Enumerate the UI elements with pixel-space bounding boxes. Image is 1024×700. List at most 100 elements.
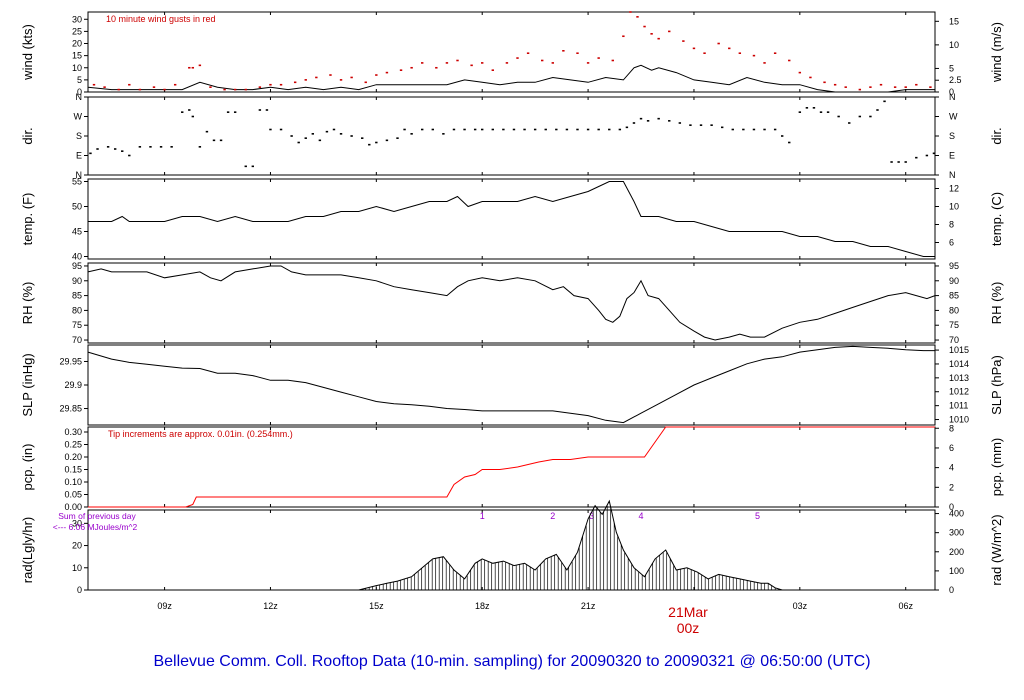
rad-marker: 4	[639, 511, 644, 521]
rad-ytick-label: 30	[72, 518, 82, 528]
x-tick-label: 12z	[263, 601, 278, 611]
dir-ytick-label: S	[76, 131, 82, 141]
x-tick-label: 03z	[793, 601, 808, 611]
temp-ylabel-right: temp. (C)	[989, 192, 1004, 246]
rad-ytick-label: 20	[72, 541, 82, 551]
wind-ytick-label: 10	[72, 63, 82, 73]
rh-frame	[87, 262, 936, 344]
temp-series-line	[88, 181, 935, 257]
wind-right-tick-label: 0	[949, 87, 954, 97]
x-axis: 09z 12z 15z 18z 21z 03z 06z	[157, 601, 913, 611]
slp-panel: 29.85 29.9 29.95 1010 1011 1012 1013 1014 1015 SL…	[20, 344, 1004, 426]
pcp-ytick-label: 0.15	[64, 465, 82, 475]
rh-right-tick-label: 85	[949, 291, 959, 301]
slp-ylabel: SLP (inHg)	[20, 353, 35, 416]
slp-ytick-label: 29.9	[64, 380, 82, 390]
temp-right-tick-label: 6	[949, 238, 954, 248]
dir-ytick-label: W	[74, 112, 83, 122]
rh-series-line	[87, 265, 936, 341]
pcp-right-tick-label: 8	[949, 423, 954, 433]
pcp-ytick-label: 0.20	[64, 452, 82, 462]
slp-series-line	[87, 345, 935, 424]
x-tick-label: 09z	[157, 601, 172, 611]
rad-right-tick-label: 200	[949, 547, 964, 557]
rh-ylabel-right: RH (%)	[989, 282, 1004, 325]
pcp-ytick-label: 0.30	[64, 427, 82, 437]
x-tick-label: 21z	[581, 601, 596, 611]
pcp-right-tick-label: 0	[949, 502, 954, 512]
rad-marker: 2	[550, 511, 555, 521]
rad-marker: 1	[480, 511, 485, 521]
rh-right-tick-label: 95	[949, 261, 959, 271]
x-tick-label: 06z	[898, 601, 913, 611]
figure-title: Bellevue Comm. Coll. Rooftop Data (10-mi…	[153, 653, 870, 670]
pcp-right-tick-label: 4	[949, 463, 954, 473]
dir-ylabel: dir.	[20, 127, 35, 144]
date-sub-label: 00z	[677, 620, 700, 636]
slp-ylabel-right: SLP (hPa)	[989, 355, 1004, 415]
rh-right-tick-label: 90	[949, 276, 959, 286]
pcp-right-tick-label: 6	[949, 443, 954, 453]
temp-right-tick-label: 10	[949, 202, 959, 212]
pcp-right-tick-label: 2	[949, 482, 954, 492]
wind-right-tick-label: 2.5	[949, 75, 962, 85]
temp-ytick-label: 50	[72, 202, 82, 212]
rh-ytick-label: 75	[72, 320, 82, 330]
dir-right-tick-label: E	[949, 151, 955, 161]
rh-ylabel: RH (%)	[20, 282, 35, 325]
wind-ylabel-right: wind (m/s)	[989, 22, 1004, 83]
wind-series-line	[87, 64, 935, 93]
slp-ytick-label: 29.85	[59, 404, 82, 414]
rad-right-tick-label: 400	[949, 509, 964, 519]
slp-right-tick-label: 1015	[949, 345, 969, 355]
rad-ytick-label: 0	[77, 585, 82, 595]
slp-right-tick-label: 1010	[949, 415, 969, 425]
temp-ytick-label: 55	[72, 177, 82, 187]
temp-right-tick-label: 12	[949, 184, 959, 194]
wind-annotation: 10 minute wind gusts in red	[106, 14, 216, 24]
x-tick-label: 18z	[475, 601, 490, 611]
rh-ytick-label: 80	[72, 305, 82, 315]
rh-right-tick-label: 80	[949, 305, 959, 315]
temp-ylabel: temp. (F)	[20, 193, 35, 246]
temp-right-tick-label: 8	[949, 220, 954, 230]
rad-right-tick-label: 100	[949, 566, 964, 576]
wind-ytick-label: 25	[72, 26, 82, 36]
temp-panel: 40 45 50 55 6 8 10 12 temp. (F) temp. (C)	[20, 177, 1004, 262]
slp-frame	[87, 344, 936, 426]
rad-right-tick-label: 0	[949, 585, 954, 595]
temp-ytick-label: 45	[72, 227, 82, 237]
wind-right-tick-label: 15	[949, 16, 959, 26]
pcp-frame	[87, 426, 936, 508]
rh-right-tick-label: 70	[949, 335, 959, 345]
rad-note-bottom: <--- 6.06 MJoules/m^2	[53, 522, 138, 532]
pcp-ytick-label: 0.00	[64, 502, 82, 512]
temp-ytick-label: 40	[72, 252, 82, 262]
wind-ytick-label: 20	[72, 39, 82, 49]
wind-ytick-label: 5	[77, 75, 82, 85]
dir-ytick-label: N	[76, 170, 83, 180]
pcp-panel: 0.00 0.05 0.10 0.15 0.20 0.25 0.30 0 2 4 6 8 pcp. (i…	[20, 423, 1004, 512]
temp-frame	[87, 178, 936, 260]
dir-right-tick-label: W	[949, 112, 958, 122]
wind-right-tick-label: 5	[949, 63, 954, 73]
rh-ytick-label: 95	[72, 261, 82, 271]
x-tick-label: 15z	[369, 601, 384, 611]
dir-right-tick-label: N	[949, 92, 956, 102]
rad-note-top: Sum of previous day	[58, 511, 136, 521]
wind-ytick-label: 15	[72, 51, 82, 61]
pcp-annotation: Tip increments are approx. 0.01in. (0.25…	[108, 429, 293, 439]
wind-ytick-label: 30	[72, 14, 82, 24]
wind-frame	[87, 11, 936, 93]
rh-ytick-label: 90	[72, 276, 82, 286]
dir-ytick-label: N	[76, 92, 83, 102]
slp-right-tick-label: 1013	[949, 373, 969, 383]
rh-right-tick-label: 75	[949, 320, 959, 330]
date-label: 21Mar	[668, 604, 708, 620]
pcp-ytick-label: 0.25	[64, 440, 82, 450]
rad-ytick-label: 10	[72, 563, 82, 573]
